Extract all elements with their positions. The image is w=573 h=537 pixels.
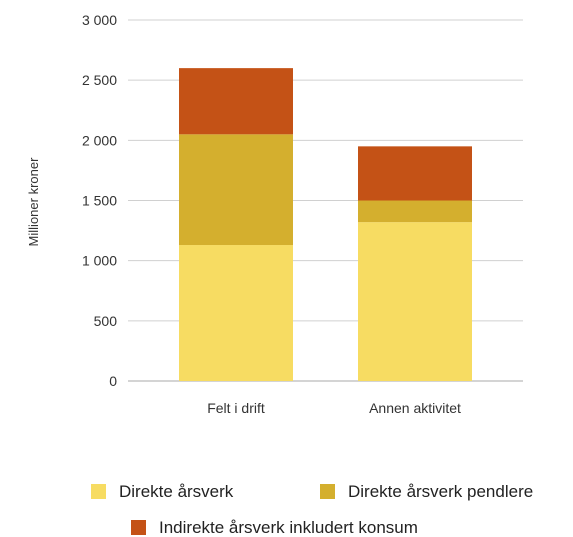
legend: Direkte årsverk Direkte årsverk pendlere I… (91, 482, 533, 537)
y-axis-ticks: 0 500 1 000 1 500 2 000 2 500 3 000 (82, 12, 117, 389)
bar-segment (179, 134, 293, 246)
y-tick-label: 2 000 (82, 132, 117, 148)
y-tick-label: 500 (94, 313, 118, 329)
y-tick-label: 3 000 (82, 12, 117, 28)
y-tick-label: 2 500 (82, 72, 117, 88)
bar-segment (179, 68, 293, 135)
bar-segment (358, 146, 472, 201)
legend-swatch (131, 520, 146, 535)
y-tick-label: 0 (109, 373, 117, 389)
x-category-label: Annen aktivitet (369, 400, 461, 416)
y-tick-label: 1 500 (82, 193, 117, 209)
bar-segment (358, 200, 472, 223)
x-axis-categories: Felt i drift Annen aktivitet (207, 400, 461, 416)
bar-segment (179, 245, 293, 381)
legend-label: Direkte årsverk (119, 482, 234, 501)
y-tick-label: 1 000 (82, 253, 117, 269)
x-category-label: Felt i drift (207, 400, 265, 416)
legend-swatch (320, 484, 335, 499)
bar-segment (358, 222, 472, 381)
legend-label: Direkte årsverk pendlere (348, 482, 533, 501)
y-axis-title: Millioner kroner (26, 157, 41, 247)
bars (179, 68, 472, 381)
legend-label: Indirekte årsverk inkludert konsum (159, 518, 418, 537)
legend-swatch (91, 484, 106, 499)
